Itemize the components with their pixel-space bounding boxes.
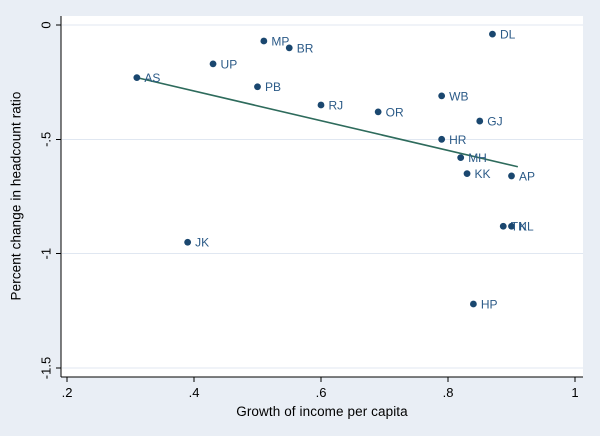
point-label-PB: PB bbox=[265, 80, 281, 94]
point-label-AP: AP bbox=[519, 169, 535, 183]
y-tick-label-0: 0 bbox=[38, 21, 53, 28]
point-label-UP: UP bbox=[221, 57, 238, 71]
point-label-HR: HR bbox=[449, 133, 467, 147]
data-point-MH bbox=[457, 154, 465, 162]
data-point-MP bbox=[260, 37, 268, 45]
x-tick-label-.2: .2 bbox=[62, 385, 73, 400]
y-tick-label--1: -1 bbox=[38, 248, 53, 260]
plot-area bbox=[61, 16, 583, 377]
data-point-OR bbox=[374, 108, 382, 116]
data-point-DL bbox=[489, 30, 496, 38]
data-point-BR bbox=[285, 44, 293, 52]
data-point-PB bbox=[254, 83, 261, 91]
point-label-RJ: RJ bbox=[329, 99, 344, 113]
data-point-AS bbox=[133, 74, 141, 81]
data-point-TN bbox=[499, 222, 507, 230]
point-label-KL: KL bbox=[519, 220, 534, 234]
x-axis-title: Growth of income per capita bbox=[236, 404, 408, 419]
data-point-AP bbox=[508, 172, 515, 180]
data-point-HR bbox=[438, 135, 446, 143]
point-label-AS: AS bbox=[144, 71, 160, 85]
x-tick-label-1: 1 bbox=[571, 385, 578, 400]
data-point-GJ bbox=[476, 117, 484, 125]
point-label-MH: MH bbox=[468, 151, 487, 165]
point-label-DL: DL bbox=[500, 28, 516, 42]
data-point-WB bbox=[438, 92, 446, 100]
data-point-JK bbox=[184, 238, 192, 246]
point-label-HP: HP bbox=[481, 297, 498, 311]
y-tick-label--.5: -.5 bbox=[38, 132, 53, 147]
data-point-UP bbox=[209, 60, 217, 68]
data-point-KL bbox=[508, 222, 515, 230]
point-label-BR: BR bbox=[297, 41, 314, 55]
y-axis-title: Percent change in headcount ratio bbox=[8, 91, 24, 301]
point-label-TN: TN bbox=[511, 220, 527, 234]
data-point-KK bbox=[463, 170, 471, 178]
point-label-GJ: GJ bbox=[487, 115, 502, 129]
point-label-JK: JK bbox=[195, 236, 209, 250]
point-label-KK: KK bbox=[475, 167, 491, 181]
y-tick-label--1.5: -1.5 bbox=[38, 357, 53, 379]
point-label-WB: WB bbox=[449, 89, 468, 103]
x-tick-label-.8: .8 bbox=[443, 385, 454, 400]
fit-line bbox=[136, 76, 519, 168]
data-point-RJ bbox=[317, 101, 325, 109]
point-label-OR: OR bbox=[386, 105, 404, 119]
x-tick-label-.4: .4 bbox=[189, 385, 200, 400]
point-label-MP: MP bbox=[271, 35, 289, 49]
x-tick-label-.6: .6 bbox=[316, 385, 327, 400]
data-point-HP bbox=[470, 300, 477, 308]
